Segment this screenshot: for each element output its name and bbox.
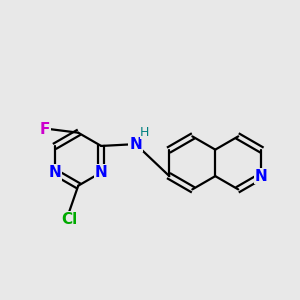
Text: N: N	[129, 136, 142, 152]
Text: F: F	[40, 122, 50, 136]
Text: Cl: Cl	[61, 212, 77, 227]
Text: N: N	[49, 165, 62, 180]
Text: N: N	[95, 165, 108, 180]
Text: N: N	[255, 169, 268, 184]
Text: H: H	[140, 126, 149, 139]
